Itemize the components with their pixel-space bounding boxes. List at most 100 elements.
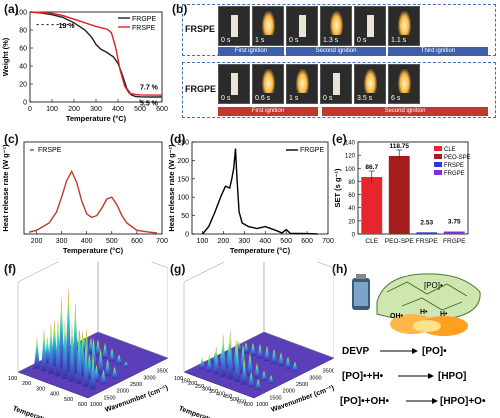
y-tick-label: 150 — [177, 176, 189, 183]
h-radical-label-2: H• — [440, 311, 448, 318]
panel-label-d: (d) — [170, 132, 186, 146]
legend-swatch — [434, 170, 442, 175]
flame-icon — [262, 11, 275, 35]
h-radical-label: H• — [420, 309, 428, 316]
legend-label: FRGPE — [444, 171, 465, 177]
y-tick-label: 250 — [177, 140, 189, 147]
frspe-frame: 1.3 s — [320, 6, 352, 46]
frspe-frame: 0 s — [354, 6, 386, 46]
series-line-frspe — [29, 11, 162, 96]
flame-icon — [262, 69, 275, 93]
y-axis-label: SET (s g⁻¹) — [333, 168, 342, 207]
flame-icon — [296, 69, 309, 93]
battery-icon — [352, 274, 370, 310]
x-tick-label: CLE — [365, 238, 378, 245]
frgpe-step-1: First ignition — [218, 107, 318, 116]
series-line-frgpe — [201, 148, 318, 235]
spectral-peak — [100, 368, 107, 385]
eq2-right: [HPO] — [438, 371, 466, 382]
x-tick-label: 200 — [31, 238, 43, 245]
flame-icon — [330, 11, 343, 35]
eq3-left: [PO]•+OH• — [340, 396, 389, 407]
po-radical-label: [PO]• — [424, 281, 443, 290]
y-tick-label: 80 — [19, 28, 27, 35]
y-tick-label: 0 — [352, 233, 356, 239]
panel-label-g: (g) — [170, 262, 186, 276]
x-tick-label: FRSPE — [416, 238, 438, 245]
spectral-peak — [206, 354, 213, 372]
frame-time: 1.1 s — [391, 37, 407, 44]
frame-time: 0 s — [357, 37, 367, 44]
x-axis-label: Temperature (°C) — [178, 404, 234, 418]
eq1-left: DEVP — [342, 346, 370, 357]
x-tick-label: 600 — [244, 402, 253, 408]
spectral-peak — [227, 329, 234, 380]
y-tick-label: 100 — [177, 195, 189, 202]
sample-strip — [231, 73, 238, 95]
x-tick-label: 600 — [131, 238, 143, 245]
y-tick-label: 50 — [181, 213, 189, 220]
y-tick-label: 40 — [19, 64, 27, 71]
legend-label: CLE — [444, 147, 456, 153]
frspe-frame: 1.1 s — [388, 6, 420, 46]
frgpe-frame: 3.5 s — [354, 64, 386, 104]
y-tick-label: 2000 — [283, 389, 295, 395]
spectral-peak — [83, 339, 89, 387]
y-tick-label: 60 — [19, 46, 27, 53]
bar-peo-spe — [388, 155, 410, 234]
spectral-peak — [292, 361, 298, 372]
x-tick-label: 600 — [156, 106, 168, 113]
legend-label: FRGPE — [132, 16, 156, 23]
sample-strip — [367, 15, 374, 37]
x-tick-label: 450 — [223, 394, 232, 400]
x-axis-label: Temperature (°C) — [12, 404, 68, 418]
bar-value-label: 86.7 — [365, 164, 378, 171]
x-tick-label: 300 — [202, 386, 211, 392]
spectral-peak — [97, 346, 104, 374]
y-tick-label: 1000 — [256, 402, 268, 408]
legend-swatch — [434, 154, 442, 159]
x-tick-label: 400 — [112, 106, 124, 113]
spectral-peak — [257, 343, 263, 359]
spectral-peak — [278, 351, 284, 367]
x-tick-label: 400 — [259, 238, 271, 245]
y-tick-label: 100 — [15, 10, 27, 17]
flame-icon — [390, 314, 468, 336]
spectral-peak — [72, 301, 79, 374]
spectral-peak — [247, 351, 253, 376]
frspe-tg-ftir-3d: 100 200 300 400 500 600 1000150020002500300035… — [8, 262, 168, 418]
frgpe-hrr-chart: 100 200 300 400 500 600 700 0 50 100 150 200 250 Temp… — [167, 140, 334, 256]
y-tick-label: 3000 — [309, 375, 321, 381]
bar-value-label: 3.75 — [448, 219, 461, 226]
spectral-peak — [243, 341, 249, 354]
sample-strip — [231, 15, 238, 37]
y-tick-label: 100 — [345, 167, 356, 173]
x-tick-label: 300 — [90, 106, 102, 113]
x-tick-label: 100 — [197, 238, 209, 245]
spectral-peak — [90, 352, 96, 390]
y-tick-label: 1500 — [103, 395, 115, 401]
frame-time: 1 s — [255, 37, 265, 44]
panel-label-c: (c) — [4, 132, 19, 146]
flame-icon — [398, 11, 411, 35]
frgpe-frames: 0 s 0.6 s 1 s 0 s 3.5 s 6 s — [218, 64, 420, 104]
spectral-peak — [264, 345, 270, 361]
spectral-peak — [255, 378, 262, 390]
spectral-peak — [123, 361, 129, 367]
frgpe-flame-test-box — [182, 62, 496, 118]
y-tick-label: 80 — [348, 180, 355, 186]
spectral-peak — [116, 354, 122, 365]
x-tick-label: 500 — [106, 238, 118, 245]
spectral-peak — [76, 329, 82, 385]
frspe-frame: 0 s — [286, 6, 318, 46]
y-tick-label: 1500 — [269, 395, 281, 401]
y-axis-label: Weight (%) — [1, 37, 10, 76]
x-axis-label: Temperature (°C) — [230, 246, 291, 255]
x-tick-label: 600 — [78, 402, 87, 408]
frspe-step-3: Third ignition — [388, 47, 488, 56]
x-tick-label: 400 — [216, 392, 225, 398]
frspe-step-1: First ignition — [218, 47, 284, 56]
x-tick-label: 300 — [56, 238, 68, 245]
x-tick-label: 150 — [181, 379, 190, 385]
